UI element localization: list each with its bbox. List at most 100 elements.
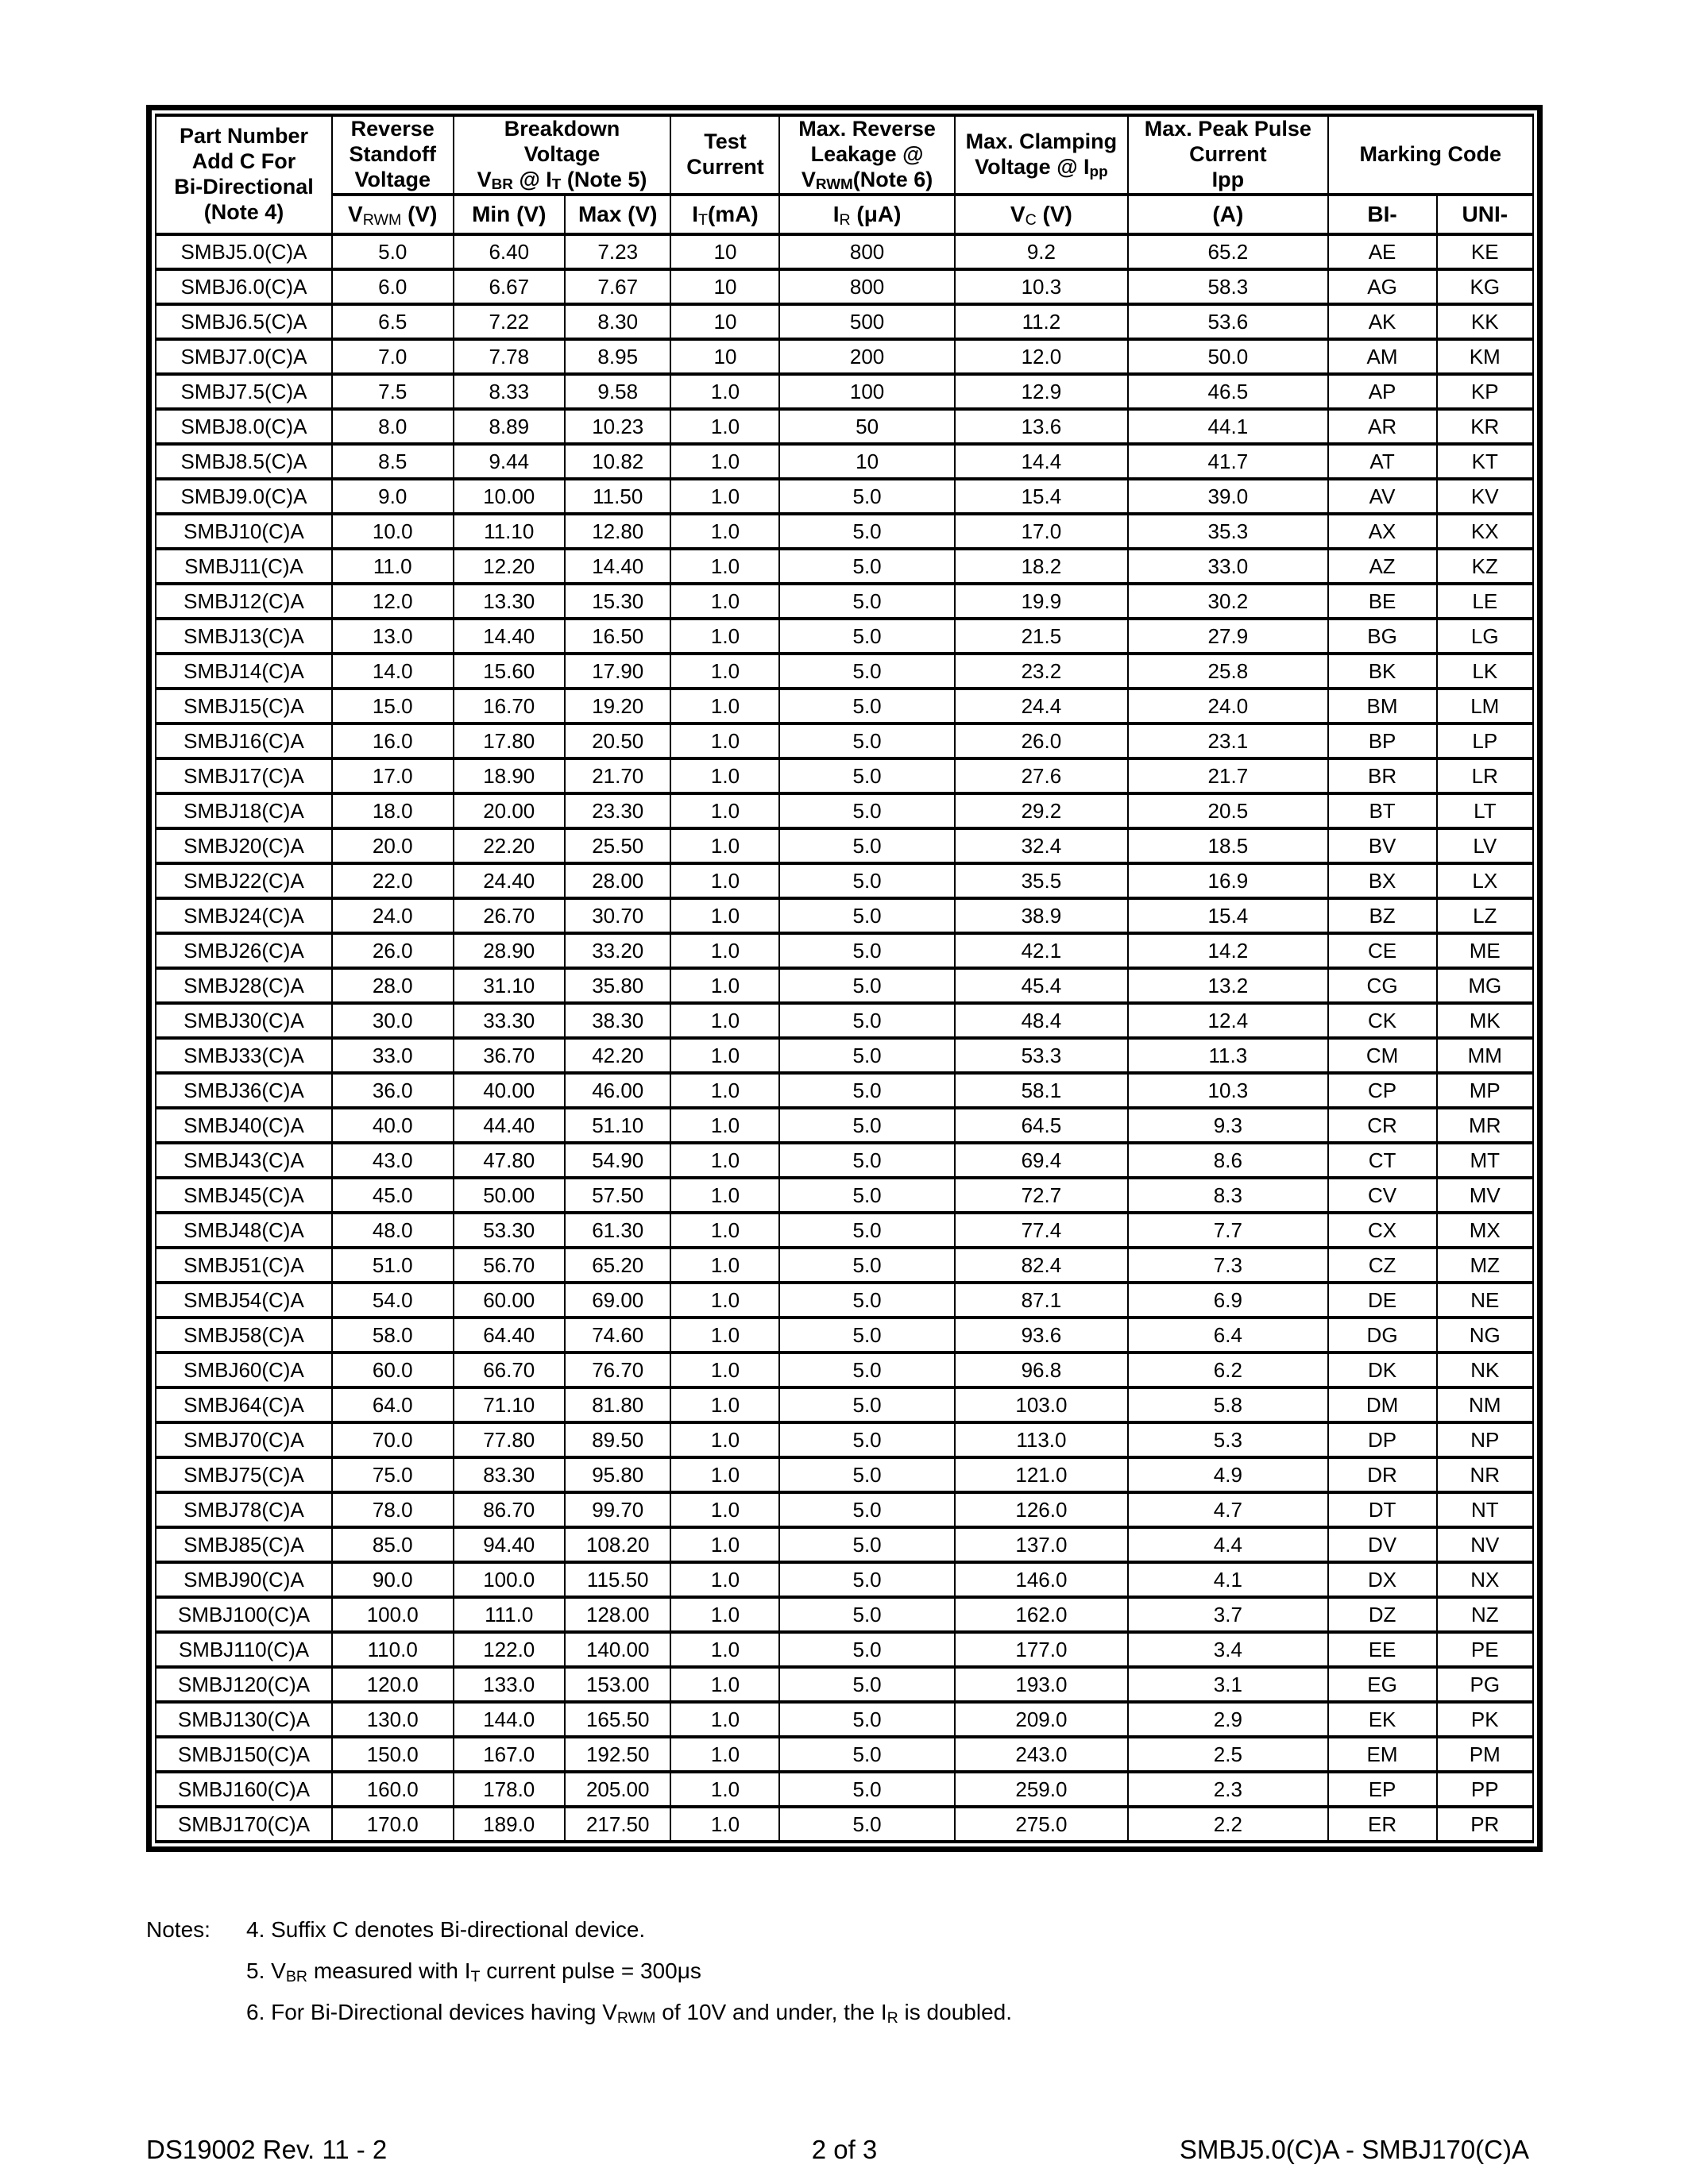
cell-it-ma: 1.0 [670,511,781,550]
cell-min-v: 189.0 [452,1804,566,1843]
cell-vrwm: 7.5 [330,372,454,411]
cell-ipp-a: 7.3 [1127,1245,1329,1284]
cell-min-v: 133.0 [452,1665,566,1704]
cell-ipp-a: 6.4 [1127,1315,1329,1354]
cell-part-number: SMBJ150(C)A [155,1734,333,1773]
cell-ir-ua: 5.0 [778,477,956,515]
cell-ir-ua: 100 [778,372,956,411]
cell-part-number: SMBJ10(C)A [155,511,333,550]
cell-ir-ua: 50 [778,407,956,446]
cell-vrwm: 26.0 [330,931,454,970]
cell-vc-v: 126.0 [953,1490,1130,1529]
cell-part-number: SMBJ130(C)A [155,1700,333,1738]
cell-min-v: 83.30 [452,1455,566,1494]
cell-part-number: SMBJ6.5(C)A [155,302,333,341]
cell-ir-ua: 5.0 [778,1001,956,1040]
cell-vrwm: 12.0 [330,581,454,620]
cell-vc-v: 17.0 [953,511,1130,550]
cell-ipp-a: 8.6 [1127,1140,1329,1179]
cell-vrwm: 15.0 [330,686,454,725]
cell-marking-bi: BE [1327,581,1438,620]
cell-marking-bi: BP [1327,721,1438,760]
cell-marking-uni: MV [1435,1175,1535,1214]
cell-part-number: SMBJ11(C)A [155,546,333,585]
notes-list: 4. Suffix C denotes Bi-directional devic… [246,1909,1012,2033]
cell-min-v: 18.90 [452,756,566,795]
page-number: 2 of 3 [811,2135,878,2164]
cell-marking-uni: KK [1435,302,1535,341]
cell-vc-v: 12.9 [953,372,1130,411]
cell-vrwm: 24.0 [330,896,454,935]
cell-min-v: 94.40 [452,1525,566,1564]
table-row: SMBJ8.5(C)A 8.5 9.44 10.82 1.0 10 14.4 41.7 AT KT [155,442,1535,480]
table-header: Part Number Add C For Bi-Directional (Note … [155,114,1535,236]
note-item-4: 4. Suffix C denotes Bi-directional devic… [246,1917,646,1942]
cell-part-number: SMBJ64(C)A [155,1385,333,1424]
cell-ipp-a: 20.5 [1127,791,1329,830]
cell-marking-bi: AT [1327,442,1438,480]
table-row: SMBJ20(C)A 20.0 22.20 25.50 1.0 5.0 32.4 18.5 BV… [155,826,1535,865]
cell-ir-ua: 500 [778,302,956,341]
cell-ir-ua: 5.0 [778,791,956,830]
cell-min-v: 77.80 [452,1420,566,1459]
cell-max-v: 54.90 [563,1140,672,1179]
cell-part-number: SMBJ8.5(C)A [155,442,333,480]
cell-marking-uni: MM [1435,1036,1535,1075]
cell-vc-v: 96.8 [953,1350,1130,1389]
cell-marking-bi: EE [1327,1630,1438,1669]
cell-ipp-a: 23.1 [1127,721,1329,760]
cell-marking-uni: NK [1435,1350,1535,1389]
cell-vc-v: 77.4 [953,1210,1130,1249]
cell-marking-bi: DX [1327,1560,1438,1599]
table-row: SMBJ16(C)A 16.0 17.80 20.50 1.0 5.0 26.0 23.1 BP… [155,721,1535,760]
cell-marking-bi: DM [1327,1385,1438,1424]
cell-max-v: 28.00 [563,861,672,900]
cell-marking-bi: EK [1327,1700,1438,1738]
cell-max-v: 81.80 [563,1385,672,1424]
cell-ipp-a: 4.7 [1127,1490,1329,1529]
cell-vrwm: 160.0 [330,1769,454,1808]
cell-max-v: 115.50 [563,1560,672,1599]
cell-marking-bi: CE [1327,931,1438,970]
cell-max-v: 42.20 [563,1036,672,1075]
cell-marking-bi: CX [1327,1210,1438,1249]
col-header-breakdown-voltage: Breakdown Voltage VBR @ IT (Note 5) [452,114,672,196]
cell-ir-ua: 800 [778,232,956,271]
cell-marking-bi: EG [1327,1665,1438,1704]
cell-max-v: 38.30 [563,1001,672,1040]
cell-max-v: 8.30 [563,302,672,341]
cell-marking-uni: MR [1435,1106,1535,1144]
cell-ir-ua: 5.0 [778,1490,956,1529]
cell-min-v: 31.10 [452,966,566,1005]
cell-part-number: SMBJ28(C)A [155,966,333,1005]
cell-ipp-a: 2.5 [1127,1734,1329,1773]
cell-vc-v: 32.4 [953,826,1130,865]
unit-it-ma: IT(mA) [670,192,781,236]
cell-max-v: 165.50 [563,1700,672,1738]
cell-max-v: 65.20 [563,1245,672,1284]
cell-ipp-a: 9.3 [1127,1106,1329,1144]
cell-ir-ua: 5.0 [778,861,956,900]
cell-ipp-a: 65.2 [1127,232,1329,271]
cell-part-number: SMBJ100(C)A [155,1595,333,1634]
cell-it-ma: 1.0 [670,1210,781,1249]
cell-vrwm: 22.0 [330,861,454,900]
cell-marking-uni: ME [1435,931,1535,970]
cell-it-ma: 1.0 [670,791,781,830]
cell-part-number: SMBJ54(C)A [155,1280,333,1319]
cell-it-ma: 10 [670,232,781,271]
cell-ipp-a: 2.3 [1127,1769,1329,1808]
table-row: SMBJ6.0(C)A 6.0 6.67 7.67 10 800 10.3 58.3 AG KG [155,267,1535,306]
cell-part-number: SMBJ48(C)A [155,1210,333,1249]
cell-marking-bi: DV [1327,1525,1438,1564]
cell-marking-uni: LP [1435,721,1535,760]
cell-marking-uni: NG [1435,1315,1535,1354]
cell-vc-v: 121.0 [953,1455,1130,1494]
cell-marking-uni: PG [1435,1665,1535,1704]
cell-part-number: SMBJ36(C)A [155,1071,333,1109]
cell-marking-bi: DT [1327,1490,1438,1529]
cell-marking-bi: CV [1327,1175,1438,1214]
cell-part-number: SMBJ120(C)A [155,1665,333,1704]
cell-vrwm: 75.0 [330,1455,454,1494]
cell-it-ma: 1.0 [670,1769,781,1808]
